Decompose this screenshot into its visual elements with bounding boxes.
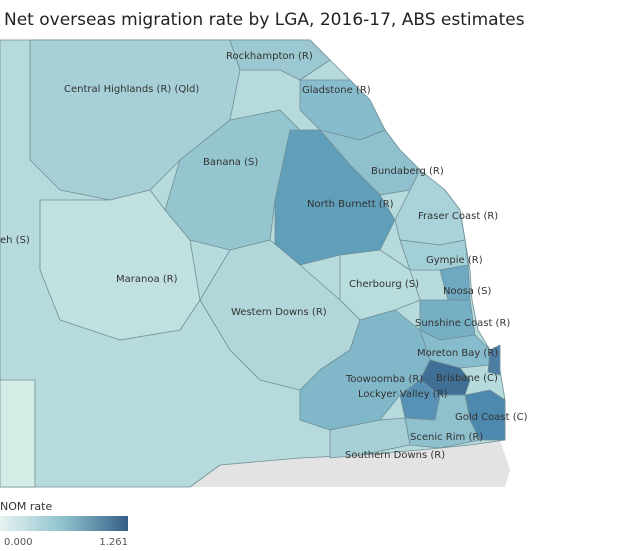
region: [404, 394, 481, 449]
legend-gradient: [0, 516, 128, 531]
region-label: Central Highlands (R) (Qld): [64, 84, 199, 95]
region: [487, 344, 501, 376]
title: Net overseas migration rate by LGA, 2016…: [4, 10, 525, 30]
map: [0, 39, 640, 488]
legend-title: NOM rate: [0, 500, 52, 513]
region-label: eh (S): [0, 235, 30, 246]
region-label: Scenic Rim (R): [410, 432, 483, 443]
legend-min: 0.000: [4, 537, 33, 548]
region-label: Gympie (R): [426, 255, 483, 266]
legend-max: 1.261: [99, 537, 128, 548]
region: [39, 189, 201, 341]
region-label: Southern Downs (R): [345, 450, 445, 461]
region-label: Bundaberg (R): [371, 166, 444, 177]
region-label: North Burnett (R): [307, 199, 394, 210]
region-label: Sunshine Coast (R): [415, 318, 510, 329]
region-label: Rockhampton (R): [226, 51, 313, 62]
region-label: Toowoomba (R): [345, 374, 423, 385]
region-label: Brisbane (C): [436, 373, 498, 384]
region-label: Lockyer Valley (R): [358, 389, 448, 400]
region: [329, 417, 411, 459]
region-labels: Rockhampton (R) Central Highlands (R) (Ql…: [0, 51, 528, 461]
region-label: Western Downs (R): [231, 307, 327, 318]
region-label: Noosa (S): [443, 286, 491, 297]
region-label: Moreton Bay (R): [417, 348, 498, 359]
region-label: Cherbourg (S): [349, 279, 419, 290]
nsw-land: [190, 440, 510, 487]
region: [0, 379, 36, 488]
region-label: Gold Coast (C): [455, 412, 528, 423]
region-label: Maranoa (R): [116, 274, 178, 285]
region-label: Gladstone (R): [302, 85, 371, 96]
region-label: Banana (S): [203, 157, 258, 168]
region-label: Fraser Coast (R): [418, 211, 498, 222]
